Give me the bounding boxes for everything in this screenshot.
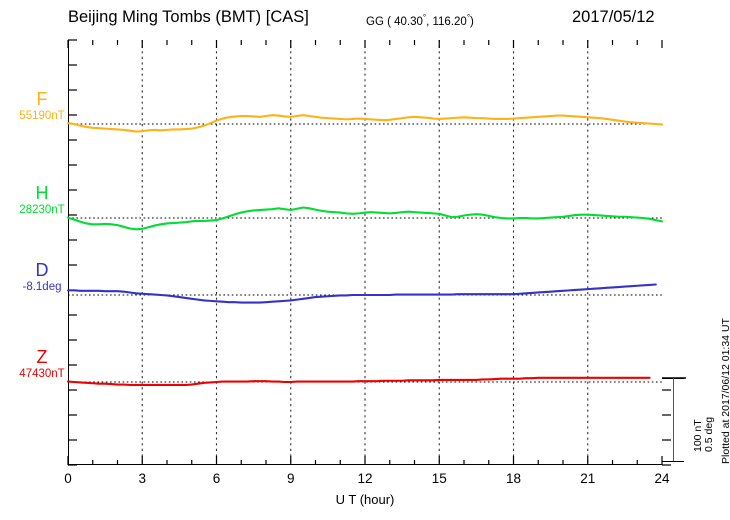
trace-d: [66, 283, 657, 304]
component-label-f: F 55190nT: [19, 90, 64, 123]
coords-lon: , 116.20: [426, 16, 467, 28]
trace-f: [66, 114, 664, 133]
trace-h: [66, 206, 664, 231]
x-axis-title: U T (hour): [335, 492, 395, 507]
x-tick-label: 6: [212, 471, 221, 486]
x-tick-label: 12: [357, 471, 373, 486]
scale-bar-stem: [673, 378, 675, 462]
x-tick-label: 18: [505, 471, 522, 486]
scale-bar: [662, 378, 684, 463]
observation-date: 2017/05/12: [572, 8, 655, 26]
component-symbol-d: D: [35, 260, 49, 280]
x-tick-label: 24: [654, 471, 670, 486]
component-baseline-d: -8.1deg: [22, 281, 62, 293]
component-symbol-h: H: [35, 183, 49, 203]
x-tick-label: 0: [64, 471, 72, 486]
component-baseline-z: 47430nT: [19, 368, 65, 380]
plotted-at-timestamp: Plotted at 2017/06/12 01:34 UT: [720, 318, 730, 464]
magnetogram-plot: [66, 39, 686, 466]
component-label-z: Z 47430nT: [19, 348, 64, 381]
x-tick-label: 9: [286, 471, 295, 486]
degree-icon-lon: °: [466, 13, 471, 22]
x-tick-label: 21: [580, 471, 596, 486]
trace-z: [66, 376, 651, 386]
chart-canvas: [66, 39, 686, 466]
page-title: Beijing Ming Tombs (BMT) [CAS]: [68, 8, 309, 26]
component-label-d: D -8.1deg: [22, 261, 61, 294]
component-baseline-h: 28230nT: [19, 204, 65, 216]
x-tick-label: 15: [431, 471, 447, 486]
component-baseline-f: 55190nT: [19, 110, 65, 122]
component-label-h: H 28230nT: [19, 184, 64, 217]
coords-lat-prefix: GG ( 40.30: [366, 16, 423, 28]
component-symbol-f: F: [36, 89, 48, 109]
x-tick-label: 3: [138, 471, 147, 486]
degree-icon-lat: °: [422, 13, 427, 22]
scale-unit-deg: 0.5 deg: [703, 416, 715, 452]
geographic-coordinates: GG ( 40.30°, 116.20°): [366, 13, 474, 28]
coords-suffix: ): [470, 16, 474, 28]
scale-bar-bottom-cap: [662, 461, 684, 463]
component-symbol-z: Z: [36, 347, 48, 367]
